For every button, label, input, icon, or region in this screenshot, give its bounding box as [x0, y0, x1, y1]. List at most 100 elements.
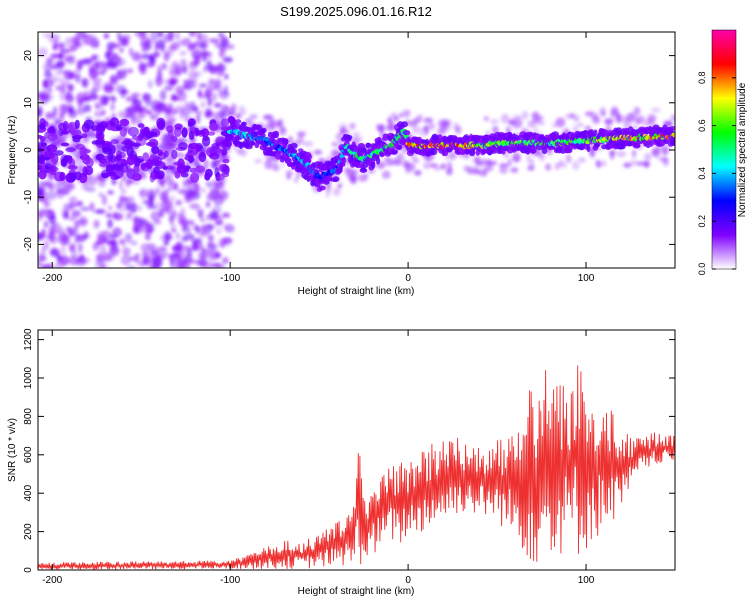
- spectrogram-noise-blob: [555, 117, 566, 128]
- spectrogram-noise-blob: [139, 218, 149, 226]
- spectrogram-core-blob: [250, 141, 256, 146]
- spectrogram-noise-blob: [350, 179, 358, 185]
- spectrogram-core-blob: [84, 165, 94, 176]
- spectrogram-noise-blob: [38, 232, 42, 242]
- spectrogram-noise-blob: [47, 93, 54, 101]
- spectrogram-noise-blob: [211, 205, 222, 214]
- spectrogram-noise-blob: [42, 208, 51, 214]
- spectrogram-noise-blob: [94, 102, 99, 110]
- spectrogram-core-blob: [271, 139, 278, 145]
- spectrogram-noise-blob: [222, 223, 230, 232]
- spectrogram-noise-blob: [38, 47, 48, 57]
- spectrogram-noise-blob: [60, 245, 66, 255]
- spectrogram-noise-blob: [146, 110, 153, 115]
- spectrogram-core-blob: [80, 151, 88, 157]
- spectrogram-core-blob: [38, 169, 47, 180]
- spectrogram-noise-blob: [500, 113, 510, 124]
- spectrogram-noise-blob: [40, 264, 50, 268]
- spectrogram-noise-blob: [590, 115, 599, 120]
- spectrogram-noise-blob: [182, 64, 188, 74]
- spectrogram-noise-blob: [53, 40, 58, 51]
- spectrogram-core-blob: [391, 149, 399, 154]
- spectrogram-noise-blob: [192, 71, 199, 82]
- spectrogram-noise-blob: [76, 60, 82, 71]
- spectrogram-noise-blob: [529, 158, 535, 167]
- spectrogram-noise-blob: [402, 109, 411, 118]
- spectrogram-core-blob: [593, 129, 598, 136]
- spectrogram-noise-blob: [77, 243, 83, 253]
- spectrogram-noise-blob: [174, 65, 183, 75]
- spectrogram-noise-blob: [196, 113, 201, 124]
- spectrogram-noise-blob: [222, 257, 229, 264]
- spectrogram-core: [38, 116, 675, 192]
- colorbar: 0.0 0.2 0.4 0.6 0.8 Normalized spectral ampl…: [697, 29, 748, 275]
- spectrogram-noise-blob: [396, 153, 404, 159]
- spectrogram-noise-blob: [533, 127, 539, 134]
- spectrogram-noise-blob: [175, 232, 180, 240]
- spectrogram-noise-blob: [278, 118, 284, 128]
- spectrogram-noise-blob: [147, 79, 153, 89]
- spectrogram-noise-blob: [103, 95, 108, 105]
- spectrogram-noise-blob: [216, 227, 221, 235]
- colorbar-tick-label: 0.6: [697, 119, 707, 132]
- spectrogram-noise-blob: [213, 102, 222, 108]
- spectrogram-noise-blob: [214, 180, 220, 188]
- spectrogram-noise-blob: [539, 152, 545, 161]
- spectrogram-noise-blob: [484, 164, 494, 172]
- spectrogram-core-blob: [222, 158, 230, 164]
- spectrogram-noise-blob: [137, 112, 146, 119]
- x-tick-label: 0: [405, 575, 411, 586]
- spectrogram-noise-blob: [55, 71, 62, 76]
- spectrogram-noise-blob: [170, 195, 176, 201]
- spectrogram-noise-blob: [125, 96, 131, 102]
- spectrogram-noise-blob: [647, 117, 656, 125]
- spectrogram-noise-blob: [124, 232, 133, 243]
- spectrogram-core-blob: [82, 154, 91, 165]
- spectrogram-noise-blob: [429, 163, 438, 168]
- spectrogram-noise-blob: [206, 60, 213, 71]
- spectrogram-noise-blob: [60, 80, 71, 87]
- spectrogram-noise-blob: [38, 197, 49, 203]
- spectrogram-noise-blob: [157, 246, 166, 252]
- spectrogram-noise-blob: [353, 169, 358, 175]
- spectrogram-noise-blob: [155, 186, 160, 195]
- spectrogram-noise-blob: [54, 76, 65, 83]
- spectrogram-noise-blob: [295, 137, 305, 145]
- spectrogram-noise-blob: [51, 117, 62, 122]
- spectrogram-noise-blob: [38, 260, 42, 267]
- spectrogram-core-blob: [132, 142, 141, 147]
- spectrogram-core-blob: [235, 119, 242, 124]
- spectrogram-noise-blob: [419, 114, 424, 123]
- spectrogram-noise-blob: [58, 45, 65, 54]
- x-tick-label: -200: [42, 273, 62, 284]
- y-tick-label: 1000: [23, 366, 34, 389]
- spectrogram-noise-blob: [244, 118, 253, 126]
- spectrogram-noise-blob: [303, 141, 313, 147]
- spectrogram-noise-blob: [118, 179, 124, 190]
- spectrogram-noise-blob: [219, 190, 229, 201]
- spectrogram-noise-blob: [101, 230, 112, 241]
- y-tick-label: 0: [23, 567, 34, 573]
- spectrogram-noise-blob: [141, 92, 149, 102]
- spectrogram-noise-blob: [125, 196, 135, 203]
- spectrogram-noise-blob: [92, 61, 99, 70]
- spectrogram-noise-blob: [43, 201, 52, 208]
- spectrogram-noise-blob: [148, 195, 155, 206]
- spectrogram-noise-blob: [91, 209, 102, 214]
- spectrogram-noise-blob: [198, 42, 208, 50]
- spectrogram-core-blob: [501, 149, 506, 155]
- spectrogram-noise-blob: [46, 190, 57, 201]
- spectrogram-noise-blob: [218, 49, 226, 58]
- spectrogram-noise-blob: [249, 113, 258, 120]
- spectrogram-noise-blob: [651, 107, 661, 113]
- spectrogram-noise-blob: [43, 220, 49, 228]
- spectrogram-noise-blob: [178, 109, 189, 121]
- spectrogram-noise-blob: [632, 149, 637, 158]
- spectrogram-noise-blob: [643, 160, 651, 168]
- spectrogram-noise-blob: [201, 188, 206, 193]
- spectrogram-noise-blob: [169, 80, 177, 87]
- spectrogram-noise-blob: [77, 219, 88, 225]
- spectrogram-noise-blob: [95, 240, 103, 246]
- spectrogram-noise-blob: [643, 153, 652, 161]
